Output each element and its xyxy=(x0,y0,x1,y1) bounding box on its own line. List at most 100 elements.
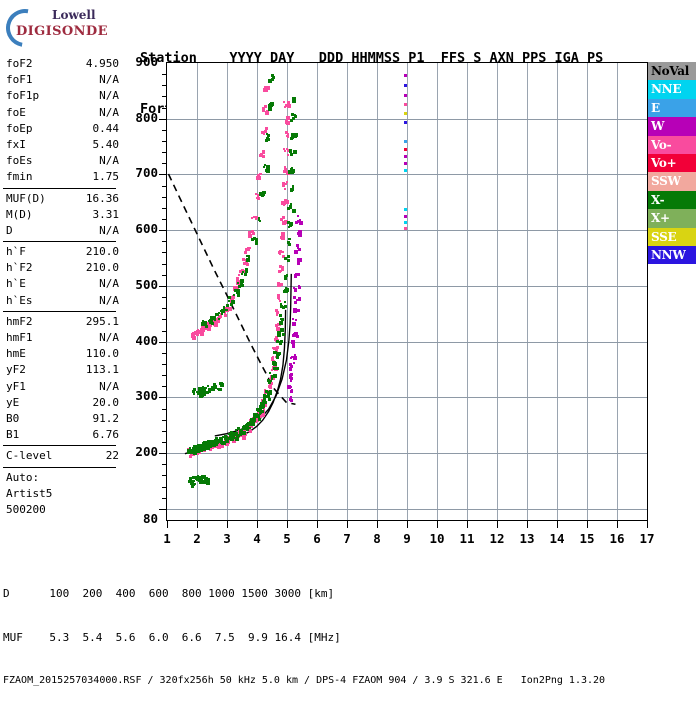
ionogram-plot-area[interactable] xyxy=(166,62,648,521)
echo-point xyxy=(224,313,228,317)
param-row-foF2: foF2 4.950 xyxy=(3,56,123,72)
echo-point xyxy=(205,444,208,447)
param-row-fxI: fxI 5.40 xyxy=(3,137,123,153)
echo-point xyxy=(267,396,270,399)
footer-distance-row: D 100 200 400 600 800 1000 1500 3000 [km… xyxy=(3,587,335,600)
echo-point xyxy=(218,316,221,319)
echo-point xyxy=(241,273,244,276)
vertical-gridline xyxy=(527,63,528,520)
legend-item-nne[interactable]: NNE xyxy=(648,80,696,99)
echo-point xyxy=(187,449,191,453)
echo-point xyxy=(214,319,219,324)
echo-point xyxy=(260,404,265,409)
echo-point xyxy=(287,255,291,259)
echo-point xyxy=(205,390,209,394)
legend-item-e[interactable]: E xyxy=(648,98,696,118)
echo-point xyxy=(281,181,285,185)
echo-point xyxy=(197,387,201,391)
echo-point xyxy=(248,255,251,258)
echo-point xyxy=(288,367,292,371)
vertical-gridline xyxy=(587,63,588,520)
echo-point xyxy=(297,214,300,217)
param-row-D: D N/A xyxy=(3,223,123,239)
legend-item-ssw[interactable]: SSW xyxy=(648,172,696,191)
echo-point xyxy=(276,339,280,343)
echo-point xyxy=(219,388,223,392)
echo-point xyxy=(195,475,199,479)
echo-point xyxy=(276,333,281,338)
echo-point xyxy=(195,446,199,450)
legend-item-w[interactable]: W xyxy=(648,117,696,136)
echo-point xyxy=(252,417,256,421)
echo-point xyxy=(225,309,228,312)
param-divider-4 xyxy=(3,445,116,447)
x-tick xyxy=(167,521,168,528)
echo-point xyxy=(240,283,244,287)
echo-point xyxy=(217,320,221,324)
param-key: hmE xyxy=(6,347,26,361)
echo-point xyxy=(291,344,295,348)
y-axis-tick-label: 700 xyxy=(135,165,158,181)
param-value: N/A xyxy=(99,89,119,103)
echo-point xyxy=(298,285,302,289)
legend-item-nnw[interactable]: NNW xyxy=(648,245,696,265)
echo-point xyxy=(270,78,274,82)
legend-item-noval[interactable]: NoVal xyxy=(648,62,696,81)
echo-point xyxy=(207,444,210,447)
echo-point xyxy=(217,389,220,392)
x-axis-tick-label: 3 xyxy=(223,531,231,546)
echo-point xyxy=(272,347,276,351)
x-tick xyxy=(197,521,198,528)
param-key: foF1 xyxy=(6,73,33,87)
echo-point xyxy=(287,206,291,210)
echo-point xyxy=(262,393,266,397)
param-row-MD: M(D) 3.31 xyxy=(3,207,123,223)
param-row-yE: yE 20.0 xyxy=(3,395,123,411)
echo-point xyxy=(201,386,206,391)
echo-point xyxy=(282,254,286,258)
y-tick-major xyxy=(159,285,166,287)
echo-point xyxy=(297,230,302,235)
echo-point xyxy=(288,169,293,174)
echo-point xyxy=(241,435,246,440)
echo-point xyxy=(254,216,258,220)
legend-item-sse[interactable]: SSE xyxy=(648,227,696,246)
echo-point xyxy=(250,217,253,220)
echo-point xyxy=(193,444,198,449)
echo-point xyxy=(288,243,292,247)
auto-label: Auto: xyxy=(6,470,40,484)
echo-point xyxy=(210,442,213,445)
x-axis-tick-label: 12 xyxy=(489,531,505,546)
echo-point xyxy=(257,217,260,220)
param-key: yE xyxy=(6,395,20,409)
echo-point xyxy=(263,397,267,401)
echo-point xyxy=(293,322,297,326)
echo-point xyxy=(285,115,290,120)
y-axis-tick-label: 300 xyxy=(135,388,158,404)
echo-point xyxy=(197,444,200,447)
echo-point xyxy=(207,440,211,444)
legend-item-x[interactable]: X+ xyxy=(648,209,696,228)
param-value: 0.44 xyxy=(92,121,120,135)
echo-point xyxy=(203,322,207,326)
echo-point xyxy=(220,442,225,447)
echo-point xyxy=(294,249,299,254)
echo-point xyxy=(289,150,293,154)
echo-point xyxy=(297,261,301,265)
echo-point xyxy=(259,172,262,175)
echo-point xyxy=(253,413,258,418)
y-tick-minor xyxy=(162,430,166,432)
legend-item-x[interactable]: X- xyxy=(648,190,696,210)
echo-point xyxy=(239,281,243,285)
x-axis-tick-label: 9 xyxy=(403,531,411,546)
legend-item-vo[interactable]: Vo- xyxy=(648,135,696,154)
echo-point xyxy=(255,407,259,411)
legend-item-vo[interactable]: Vo+ xyxy=(648,153,696,173)
logo-digisonde-text: DIGISONDE xyxy=(16,24,108,39)
y-tick-minor xyxy=(162,486,166,488)
echo-point xyxy=(296,246,299,249)
echo-point xyxy=(245,263,249,267)
echo-point xyxy=(226,303,230,307)
echo-point xyxy=(254,418,258,422)
echo-point xyxy=(210,386,213,389)
